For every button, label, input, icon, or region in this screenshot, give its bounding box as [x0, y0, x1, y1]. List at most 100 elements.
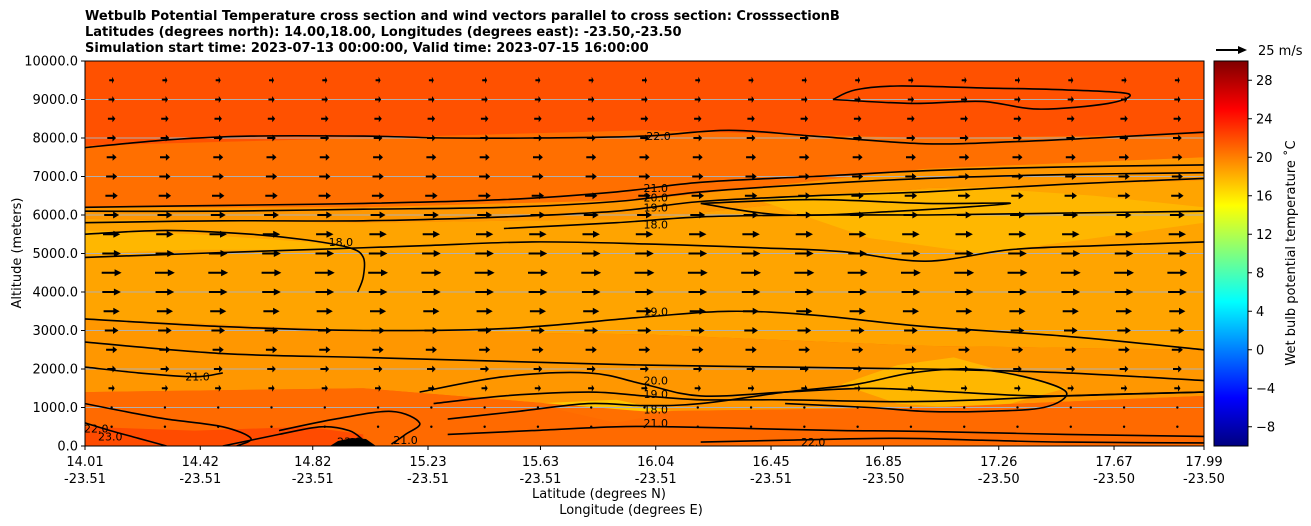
y-tick-label: 7000.0 [33, 170, 79, 185]
quiver-key-label: 25 m/s [1258, 44, 1303, 59]
wind-vector [214, 115, 222, 123]
wind-vector [370, 211, 386, 219]
wind-vector [531, 192, 545, 200]
y-tick-label: 10000.0 [24, 55, 78, 70]
title-line-1: Wetbulb Potential Temperature cross sect… [85, 9, 840, 24]
wind-vector [212, 192, 225, 200]
wind-vector [904, 192, 918, 200]
wind-vector [959, 153, 970, 161]
contour-line [85, 164, 1204, 209]
wind-vector [316, 230, 334, 238]
x-tick-label-lat: 14.42 [182, 455, 219, 470]
contour-line [433, 391, 1204, 405]
wind-vector [208, 269, 229, 277]
wind-vector [851, 192, 864, 200]
contour-line [85, 422, 167, 446]
wind-vector [588, 384, 595, 392]
wind-vector [161, 115, 169, 123]
wind-vector [1114, 250, 1134, 257]
x-tick-label-lon: -23.50 [1183, 472, 1225, 487]
wind-vector [102, 250, 121, 257]
wind-vector [1122, 406, 1126, 409]
wind-vector [1168, 250, 1187, 257]
fill-band [85, 157, 1204, 223]
wind-vector [320, 134, 330, 142]
wind-vector [695, 76, 701, 84]
wind-vector [692, 173, 704, 180]
x-tick-label-lat: 15.23 [409, 455, 446, 470]
x-tick-label-lon: -23.51 [407, 472, 449, 487]
wind-vector [532, 173, 544, 180]
wind-vector [423, 307, 440, 315]
wind-vector [1169, 307, 1186, 315]
colorbar-tick-label: 8 [1256, 266, 1264, 281]
wind-vector [741, 288, 761, 296]
wind-vector [323, 425, 326, 428]
wind-vector [688, 250, 708, 257]
wind-vector [535, 76, 541, 84]
wind-vector [104, 211, 120, 219]
wind-vector [319, 153, 330, 161]
wind-vector [428, 384, 435, 392]
wind-vector [803, 425, 806, 428]
wind-vector [213, 153, 224, 161]
wind-vector [215, 384, 222, 392]
colorbar-tick-label: 4 [1256, 305, 1264, 320]
wind-vector [641, 96, 648, 103]
wind-vector [590, 425, 593, 428]
wind-vector [533, 134, 543, 142]
contour-line [222, 425, 364, 446]
y-tick-label: 9000.0 [33, 93, 79, 108]
wind-vector [1016, 406, 1019, 409]
x-tick-label-lat: 16.04 [637, 455, 674, 470]
contour-label: 21.0 [393, 434, 418, 447]
wind-vector [536, 406, 540, 409]
wind-vector [1008, 230, 1027, 238]
wind-vector [212, 173, 224, 180]
wind-vector [156, 230, 174, 238]
wind-vector [746, 365, 756, 373]
wind-vector [163, 425, 167, 428]
wind-vector [741, 250, 761, 257]
wind-vector [1115, 230, 1133, 238]
wind-vector [954, 269, 975, 277]
wind-vector [905, 173, 917, 180]
wind-vector [1171, 192, 1184, 200]
wind-vector [373, 134, 383, 142]
wind-vector [267, 115, 276, 123]
wind-vector [803, 406, 806, 409]
wind-vector [266, 153, 277, 161]
contour-line [85, 229, 366, 293]
wind-vector [696, 406, 699, 409]
wind-vector [321, 384, 328, 392]
wind-vector [635, 288, 654, 296]
wind-vector [800, 134, 809, 142]
wind-vector [850, 327, 865, 334]
wind-vector [1013, 134, 1022, 142]
wind-vector [905, 346, 917, 354]
wind-vector [480, 115, 489, 123]
wind-vector [160, 365, 170, 373]
x-tick-label-lon: -23.50 [863, 472, 905, 487]
wind-vector [901, 269, 921, 277]
wind-vector [423, 211, 439, 219]
wind-vector [1062, 230, 1080, 238]
wind-vector [375, 76, 381, 84]
wind-vector [427, 365, 436, 373]
fill-band [757, 188, 1204, 254]
wind-vector [316, 307, 333, 315]
wind-vector [1067, 384, 1074, 392]
wind-vector [746, 153, 756, 161]
contour-line [85, 177, 1204, 224]
wind-vector [475, 288, 494, 296]
wind-vector [638, 173, 651, 180]
wind-vector [265, 192, 278, 200]
wind-vector [638, 192, 651, 200]
y-tick-label: 6000.0 [33, 209, 79, 224]
colorbar-tick-label: −8 [1256, 420, 1275, 435]
wind-vector [1069, 406, 1072, 409]
wind-vector [1170, 327, 1185, 334]
wind-vector [850, 211, 866, 219]
wind-vector [852, 173, 864, 180]
wind-vector [1121, 76, 1127, 84]
